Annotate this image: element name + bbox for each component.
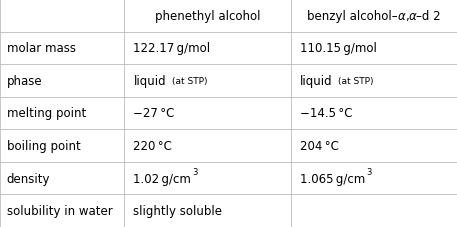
Text: phase: phase xyxy=(7,75,43,88)
Text: slightly soluble: slightly soluble xyxy=(133,204,223,217)
Text: phenethyl alcohol: phenethyl alcohol xyxy=(155,10,260,23)
Text: molar mass: molar mass xyxy=(7,42,76,55)
Text: 1.065 g/cm: 1.065 g/cm xyxy=(300,172,365,185)
Text: −27 °C: −27 °C xyxy=(133,107,175,120)
Text: 122.17 g/mol: 122.17 g/mol xyxy=(133,42,211,55)
Text: (at STP): (at STP) xyxy=(338,76,373,86)
Text: 1.02 g/cm: 1.02 g/cm xyxy=(133,172,191,185)
Text: ,: , xyxy=(405,10,409,23)
Text: 3: 3 xyxy=(366,167,372,176)
Text: α: α xyxy=(409,10,416,23)
Text: benzyl alcohol–: benzyl alcohol– xyxy=(307,10,397,23)
Text: α: α xyxy=(397,10,405,23)
Text: density: density xyxy=(7,172,50,185)
Text: solubility in water: solubility in water xyxy=(7,204,112,217)
Text: –d 2: –d 2 xyxy=(416,10,441,23)
Text: (at STP): (at STP) xyxy=(171,76,207,86)
Text: melting point: melting point xyxy=(7,107,86,120)
Text: −14.5 °C: −14.5 °C xyxy=(300,107,352,120)
Text: 3: 3 xyxy=(192,167,197,176)
Text: boiling point: boiling point xyxy=(7,139,80,152)
Text: 220 °C: 220 °C xyxy=(133,139,172,152)
Text: 110.15 g/mol: 110.15 g/mol xyxy=(300,42,377,55)
Text: liquid: liquid xyxy=(300,75,332,88)
Text: liquid: liquid xyxy=(133,75,166,88)
Text: 204 °C: 204 °C xyxy=(300,139,339,152)
